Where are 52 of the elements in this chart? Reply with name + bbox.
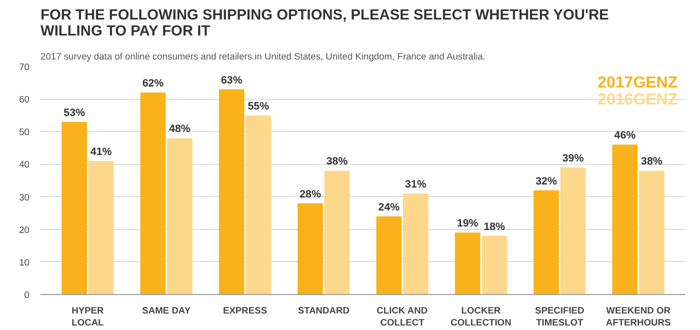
bar	[167, 138, 192, 294]
data-label: 31%	[405, 178, 427, 191]
x-tick-label: CLICK AND COLLECT	[376, 306, 428, 328]
data-label: 24%	[378, 201, 400, 214]
x-tick-label: STANDARD	[298, 306, 350, 316]
bar	[376, 216, 402, 294]
bar	[612, 144, 638, 294]
data-label: 55%	[248, 100, 270, 112]
x-tick-label: SAME DAY	[142, 306, 192, 316]
bar	[140, 92, 166, 294]
x-tick-label: LOCKER COLLECTION	[450, 306, 512, 328]
y-tick-label: 20	[19, 224, 30, 235]
data-label: 48%	[169, 123, 191, 136]
bar	[298, 203, 323, 294]
data-label: 63%	[220, 74, 243, 86]
data-label: 28%	[300, 188, 322, 200]
data-label: 62%	[142, 78, 164, 90]
bar	[482, 236, 508, 294]
chart-title: FOR THE FOLLOWING SHIPPING OPTIONS, PLEASE SELECT WHETHER YOU'RE WILLING TO PAY FOR IT	[40, 8, 610, 40]
y-tick-label: 10	[19, 257, 30, 268]
x-tick-label: EXPRESS	[222, 306, 268, 316]
y-tick-label: 0	[24, 290, 30, 300]
chart-subtitle: 2017 survey data of online consumers and retailers in United States, United Kingdom, France and Australia.	[40, 52, 486, 62]
data-label: 38%	[641, 156, 663, 168]
data-label: 32%	[536, 175, 558, 188]
x-tick-label: SPECIFIED TIMESLOT	[535, 306, 585, 328]
data-label: 18%	[484, 220, 506, 233]
data-label: 38%	[326, 156, 348, 168]
bar	[246, 115, 272, 294]
bar	[88, 160, 114, 294]
bar	[62, 122, 88, 294]
data-label: 53%	[64, 106, 86, 119]
bar	[324, 170, 350, 294]
y-tick-label: 30	[19, 192, 30, 202]
bar	[534, 190, 559, 294]
data-label: 46%	[614, 130, 636, 142]
bar	[560, 167, 586, 294]
y-tick-label: 70	[19, 62, 30, 72]
data-label: 41%	[90, 146, 112, 158]
bar	[403, 194, 428, 294]
data-label: 19%	[456, 218, 479, 230]
bar	[218, 89, 244, 294]
y-tick-label: 50	[19, 127, 30, 138]
x-tick-label: HYPER LOCAL	[72, 306, 104, 328]
text: 2016GENZ	[598, 92, 678, 108]
y-tick-label: 40	[19, 160, 30, 170]
bar	[454, 232, 480, 294]
text: 2017GENZ	[598, 74, 678, 92]
bar	[638, 170, 664, 294]
y-tick-label: 60	[19, 94, 30, 105]
data-label: 39%	[562, 152, 584, 164]
x-tick-label: WEEKEND OR AFTERHOURS	[606, 306, 671, 328]
